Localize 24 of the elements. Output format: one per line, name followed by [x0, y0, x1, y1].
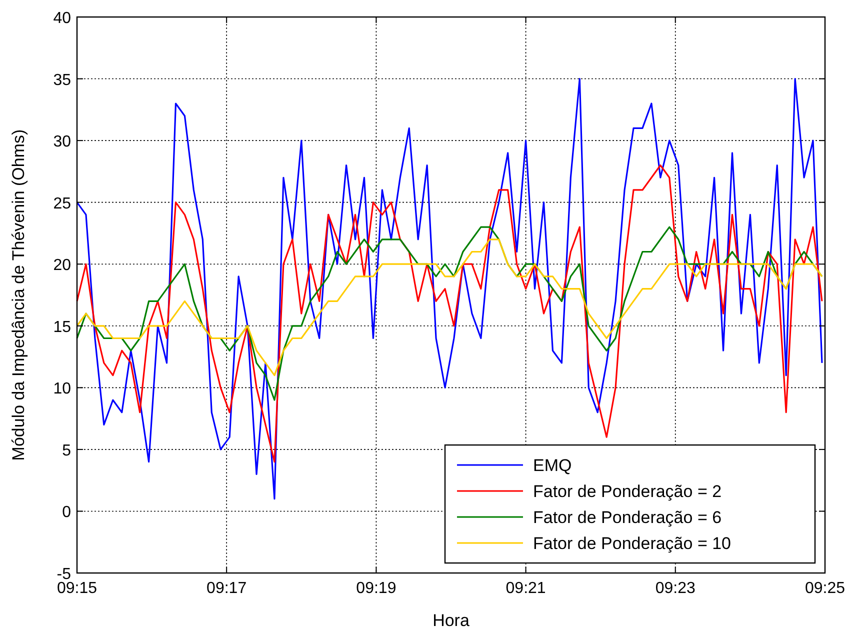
x-tick-label: 09:23 — [655, 580, 696, 597]
x-tick-label: 09:15 — [56, 580, 98, 597]
y-tick-label: 40 — [53, 10, 72, 27]
legend-label: Fator de Ponderação = 2 — [533, 482, 722, 501]
y-tick-label: -5 — [56, 566, 72, 583]
y-tick-label: 10 — [53, 380, 72, 398]
x-tick-label: 09:25 — [804, 580, 846, 597]
x-tick-label: 09:17 — [206, 580, 247, 597]
x-tick-label: 09:21 — [506, 580, 546, 597]
line-series — [76, 78, 823, 500]
legend-label: Fator de Ponderação = 10 — [533, 534, 731, 553]
y-axis-title: Módulo da Impedância de Thévenin (Ohms) — [9, 129, 28, 461]
legend-label: EMQ — [533, 456, 572, 475]
legend-label: Fator de Ponderação = 6 — [533, 508, 722, 527]
y-tick-label: 0 — [62, 504, 72, 522]
y-tick-label: 5 — [62, 442, 72, 460]
y-tick-label: 20 — [53, 257, 72, 274]
y-tick-label: 30 — [53, 134, 72, 151]
x-tick-label: 09:19 — [356, 580, 396, 597]
y-tick-label: 25 — [53, 195, 72, 212]
y-tick-label: 35 — [53, 72, 72, 89]
line-series — [76, 238, 823, 376]
x-axis-title: Hora — [432, 611, 470, 630]
y-tick-label: 15 — [53, 318, 72, 336]
